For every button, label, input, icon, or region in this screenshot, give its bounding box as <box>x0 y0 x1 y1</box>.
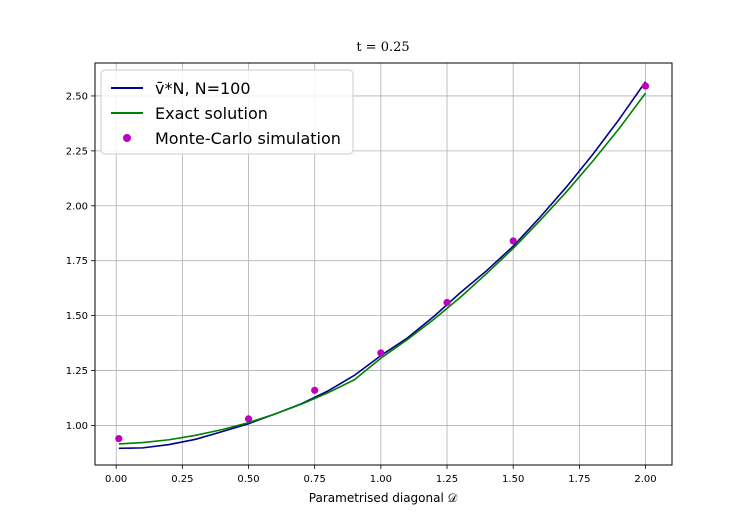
y-tick-label: 2.00 <box>66 201 88 212</box>
x-axis-label: Parametrised diagonal 𝒟 <box>309 491 458 505</box>
y-tick-label: 1.00 <box>66 421 88 432</box>
axes-frame <box>94 62 673 466</box>
scatter-point <box>443 298 451 307</box>
x-tick-label: 2.00 <box>634 474 656 485</box>
x-tick-label: 1.25 <box>436 474 458 485</box>
scatter-point <box>641 82 650 90</box>
scatter-point <box>311 386 319 394</box>
y-tick-label: 1.50 <box>66 311 88 322</box>
y-tick-label: 2.50 <box>66 91 88 102</box>
legend-label-series-2: Exact solution <box>155 104 268 123</box>
x-tick-label: 1.00 <box>370 474 392 485</box>
ticks: 0.00 0.25 0.50 0.75 1.00 1.25 1.50 1.75 2.00 1.00… <box>66 91 657 485</box>
x-tick-label: 0.00 <box>105 474 127 485</box>
legend-label-series-1: v̄*N, N=100 <box>155 79 251 98</box>
legend-label-series-3: Monte-Carlo simulation <box>155 129 341 148</box>
chart-title: t = 0.25 <box>356 40 409 55</box>
legend: v̄*N, N=100 Exact solution Monte-Carlo s… <box>100 69 354 155</box>
series-line-2 <box>118 92 647 445</box>
x-tick-label: 0.50 <box>237 474 259 485</box>
scatter-point <box>509 237 517 245</box>
legend-swatch-series-3 <box>123 134 131 142</box>
plot-data <box>115 81 650 450</box>
legend-box <box>100 69 354 155</box>
x-tick-label: 0.25 <box>171 474 193 485</box>
scatter-point <box>115 435 123 443</box>
x-tick-label: 1.50 <box>502 474 524 485</box>
scatter-point <box>244 415 253 423</box>
scatter-point <box>377 349 385 357</box>
y-tick-label: 1.25 <box>66 366 88 377</box>
y-tick-label: 1.75 <box>66 256 88 267</box>
x-tick-label: 1.75 <box>568 474 590 485</box>
x-tick-label: 0.75 <box>304 474 326 485</box>
y-tick-label: 2.25 <box>66 146 88 157</box>
